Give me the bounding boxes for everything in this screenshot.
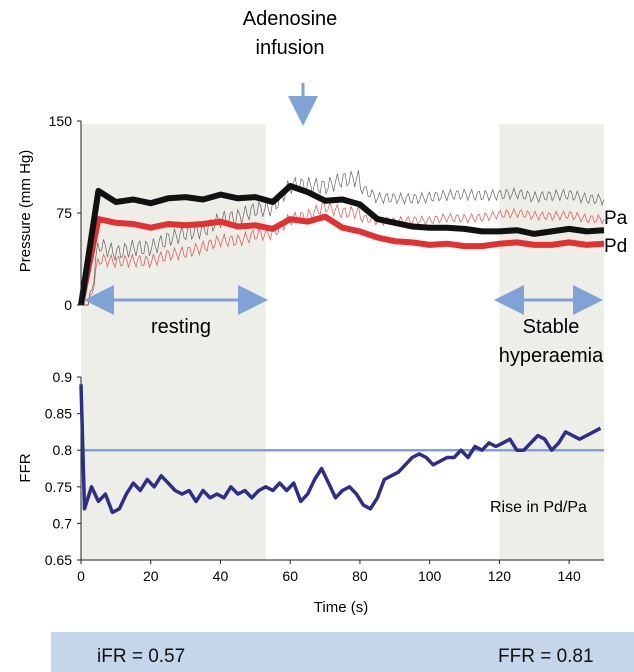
ffr-x-tick-label: 60 bbox=[282, 568, 298, 584]
pressure-tick-label-75: 75 bbox=[56, 205, 72, 221]
pd-pa-ratio-line bbox=[79, 384, 602, 515]
pressure-tick-label-150: 150 bbox=[49, 113, 73, 129]
pressure-tick-label-0: 0 bbox=[64, 297, 72, 313]
ffr-x-tick-label: 20 bbox=[143, 568, 159, 584]
pressure-panel: 0 75 150 Pressure (mm Hg) Pa Pd bbox=[17, 113, 628, 313]
shaded-region-1 bbox=[499, 124, 604, 560]
ffr-x-tick-label: 100 bbox=[418, 568, 442, 584]
ffr-x-tick-label: 140 bbox=[557, 568, 581, 584]
annotation-adenosine-line1: Adenosine bbox=[243, 8, 338, 30]
ffr-x-tick-label: 80 bbox=[352, 568, 368, 584]
ffr-value: FFR = 0.81 bbox=[498, 646, 594, 667]
ffr-panel: 0.650.70.750.80.850.90 20 40 60 80 100 120 140 … bbox=[17, 369, 604, 616]
annotation-rise: Rise in Pd/Pa bbox=[490, 499, 587, 516]
ffr-y-tick-label: 0.8 bbox=[53, 442, 73, 458]
ifr-value: iFR = 0.57 bbox=[97, 646, 186, 667]
ffr-x-tick-label: 40 bbox=[213, 568, 229, 584]
ffr-y-tick-label: 0.75 bbox=[45, 479, 72, 495]
ffr-x-tick-label: 120 bbox=[488, 568, 512, 584]
footer-bar bbox=[51, 632, 634, 672]
series-label-pa: Pa bbox=[604, 208, 628, 229]
ffr-x-tick-label: 0 bbox=[77, 568, 85, 584]
pa-raw-trace bbox=[82, 170, 605, 306]
pressure-y-label: Pressure (mm Hg) bbox=[17, 150, 34, 273]
ffr-y-tick-label: 0.65 bbox=[45, 552, 72, 568]
annotation-stable-line2: hyperaemia bbox=[499, 345, 604, 367]
pressure-y-axis: 0 75 150 bbox=[49, 113, 82, 313]
ffr-lines bbox=[79, 384, 604, 515]
pd-mean-line bbox=[78, 213, 605, 306]
shaded-regions bbox=[81, 124, 604, 560]
pd-raw-trace bbox=[82, 200, 605, 306]
ffr-y-label: FFR bbox=[17, 453, 34, 482]
series-label-pd: Pd bbox=[604, 236, 627, 257]
ffr-y-tick-label: 0.9 bbox=[53, 369, 73, 385]
ffr-y-tick-label: 0.85 bbox=[45, 406, 72, 422]
pa-mean-line bbox=[78, 183, 605, 306]
annotation-adenosine-line2: infusion bbox=[256, 37, 325, 59]
ffr-x-label: Time (s) bbox=[314, 599, 368, 616]
mean-pressure-lines bbox=[78, 183, 605, 306]
annotation-stable-line1: Stable bbox=[523, 316, 580, 338]
ffr-y-tick-label: 0.7 bbox=[53, 515, 73, 531]
annotation-resting: resting bbox=[151, 316, 211, 338]
raw-pressure-traces bbox=[82, 170, 605, 306]
